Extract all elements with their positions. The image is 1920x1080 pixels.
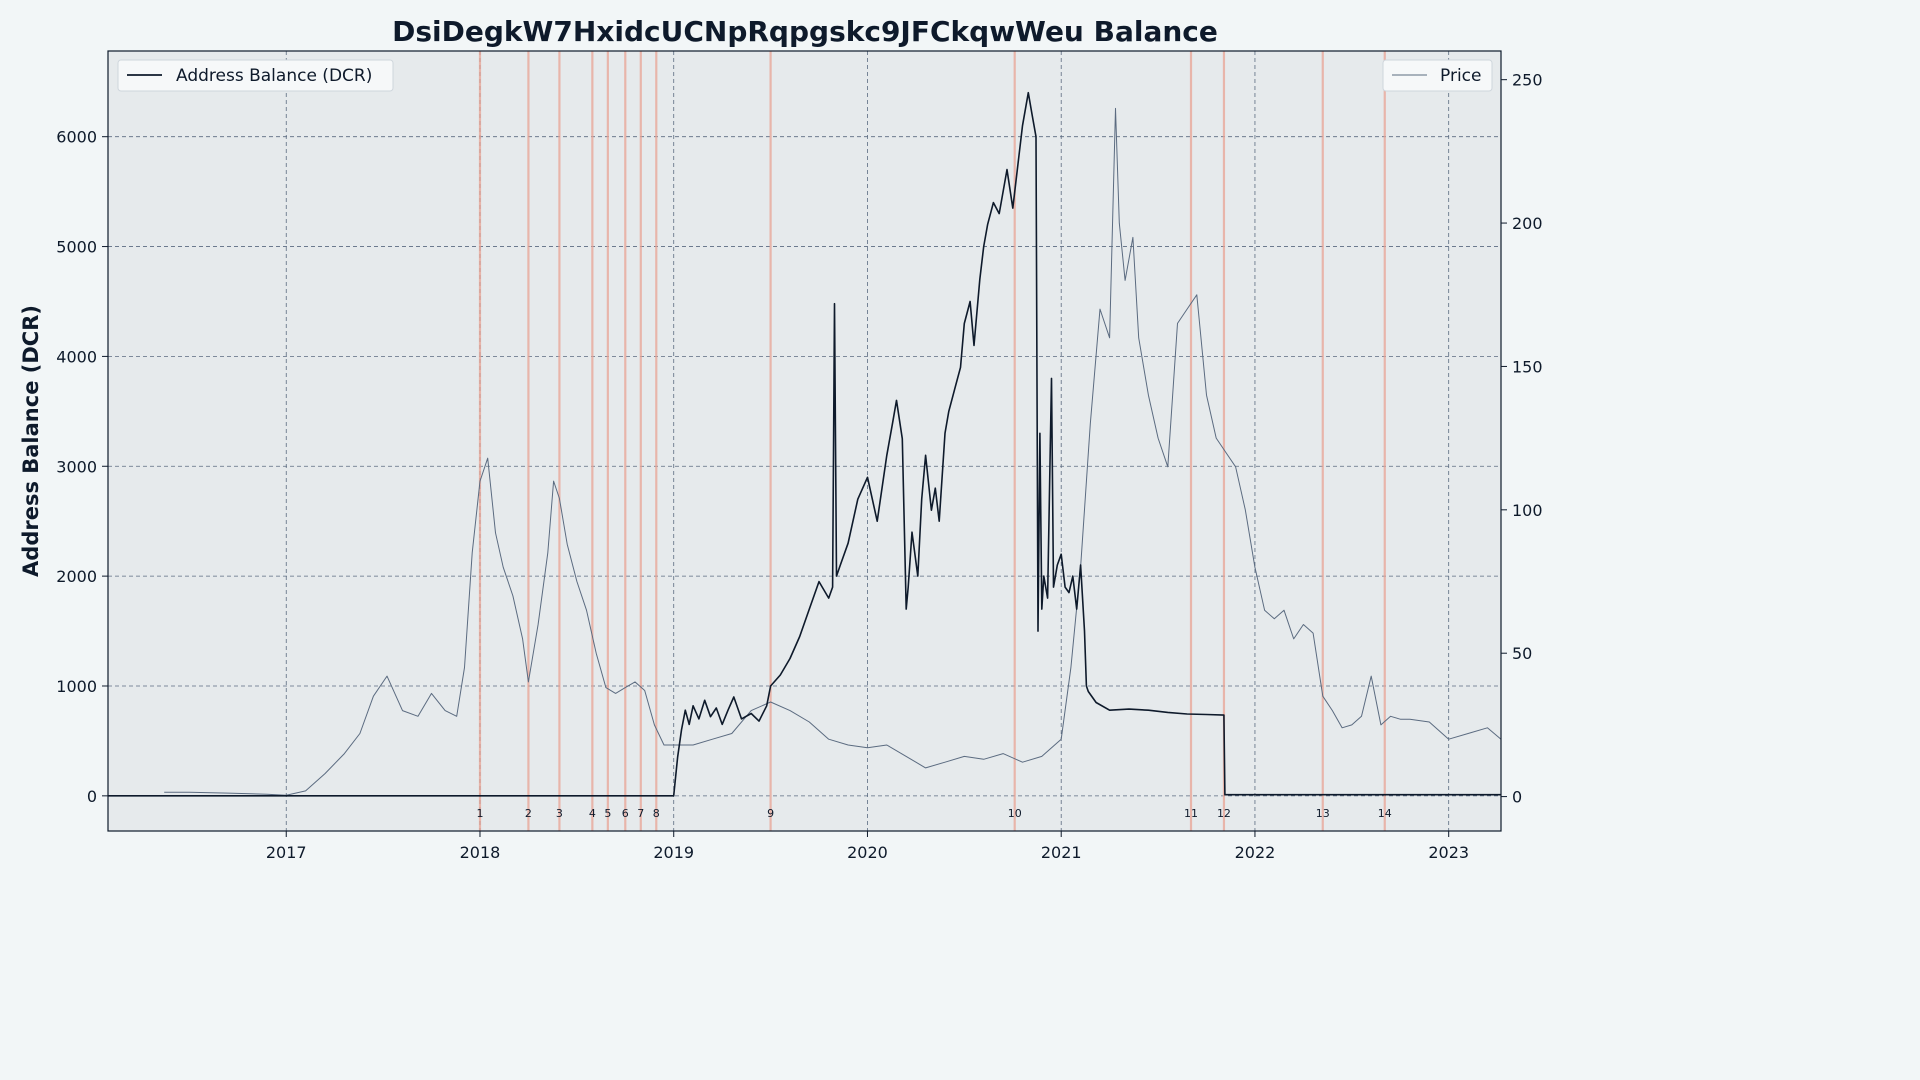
event-marker-label: 7 [637, 807, 644, 820]
x-tick-label: 2018 [460, 843, 501, 862]
plot-area [108, 51, 1501, 831]
x-tick-label: 2020 [847, 843, 888, 862]
y2-tick-label: 0 [1512, 788, 1522, 807]
event-marker-label: 9 [767, 807, 774, 820]
event-marker-label: 11 [1184, 807, 1198, 820]
legends: Address Balance (DCR) Price [117, 59, 1493, 92]
y-tick-label: 4000 [56, 347, 97, 366]
balance-line [108, 91, 1501, 797]
y-tick-label: 0 [87, 787, 97, 806]
event-markers: 1 2 3 4 5 6 7 8 9 10 11 12 13 14 [476, 51, 1392, 831]
price-line [164, 107, 1502, 796]
legend-price-box [1382, 59, 1493, 92]
y2-tick-label: 200 [1512, 214, 1543, 233]
y-tick-label: 2000 [56, 567, 97, 586]
legend-price: Price [1382, 59, 1493, 92]
event-marker-label: 4 [589, 807, 596, 820]
event-marker-label: 1 [476, 807, 483, 820]
x-tick-label: 2021 [1041, 843, 1082, 862]
balance-chart: DsiDegkW7HxidcUCNpRqpgskc9JFCkqwWeu Bala… [19, 15, 1543, 862]
event-marker-label: 6 [622, 807, 629, 820]
y-tick-label: 1000 [56, 677, 97, 696]
y-tick-label: 6000 [56, 128, 97, 147]
x-tick-label: 2022 [1235, 843, 1276, 862]
y2-tick-label: 250 [1512, 71, 1543, 90]
event-marker-label: 14 [1378, 807, 1392, 820]
chart-root: DsiDegkW7HxidcUCNpRqpgskc9JFCkqwWeu Bala… [19, 15, 1543, 862]
event-marker-label: 5 [604, 807, 611, 820]
y2-tick-label: 150 [1512, 357, 1543, 376]
y2-tick-label: 50 [1512, 644, 1532, 663]
y-axis-label: Address Balance (DCR) [19, 305, 43, 577]
y-tick-label: 5000 [56, 238, 97, 257]
y-tick-label: 3000 [56, 457, 97, 476]
event-marker-label: 13 [1316, 807, 1330, 820]
event-marker-label: 3 [556, 807, 563, 820]
event-marker-label: 2 [525, 807, 532, 820]
legend-balance-box [117, 59, 394, 92]
event-marker-label: 12 [1217, 807, 1231, 820]
x-tick-label: 2019 [653, 843, 694, 862]
x-tick-label: 2017 [266, 843, 307, 862]
legend-balance-label: Address Balance (DCR) [176, 66, 372, 86]
x-tick-label: 2023 [1428, 843, 1469, 862]
series [108, 91, 1502, 797]
axes: 2017 2018 2019 2020 2021 2022 2023010002000300… [56, 71, 1542, 862]
legend-balance: Address Balance (DCR) [117, 59, 394, 92]
event-marker-label: 10 [1008, 807, 1022, 820]
event-marker-label: 8 [653, 807, 660, 820]
y2-tick-label: 100 [1512, 501, 1543, 520]
legend-price-label: Price [1440, 66, 1481, 86]
chart-title: DsiDegkW7HxidcUCNpRqpgskc9JFCkqwWeu Bala… [392, 15, 1218, 48]
plot-frame [107, 50, 1502, 832]
